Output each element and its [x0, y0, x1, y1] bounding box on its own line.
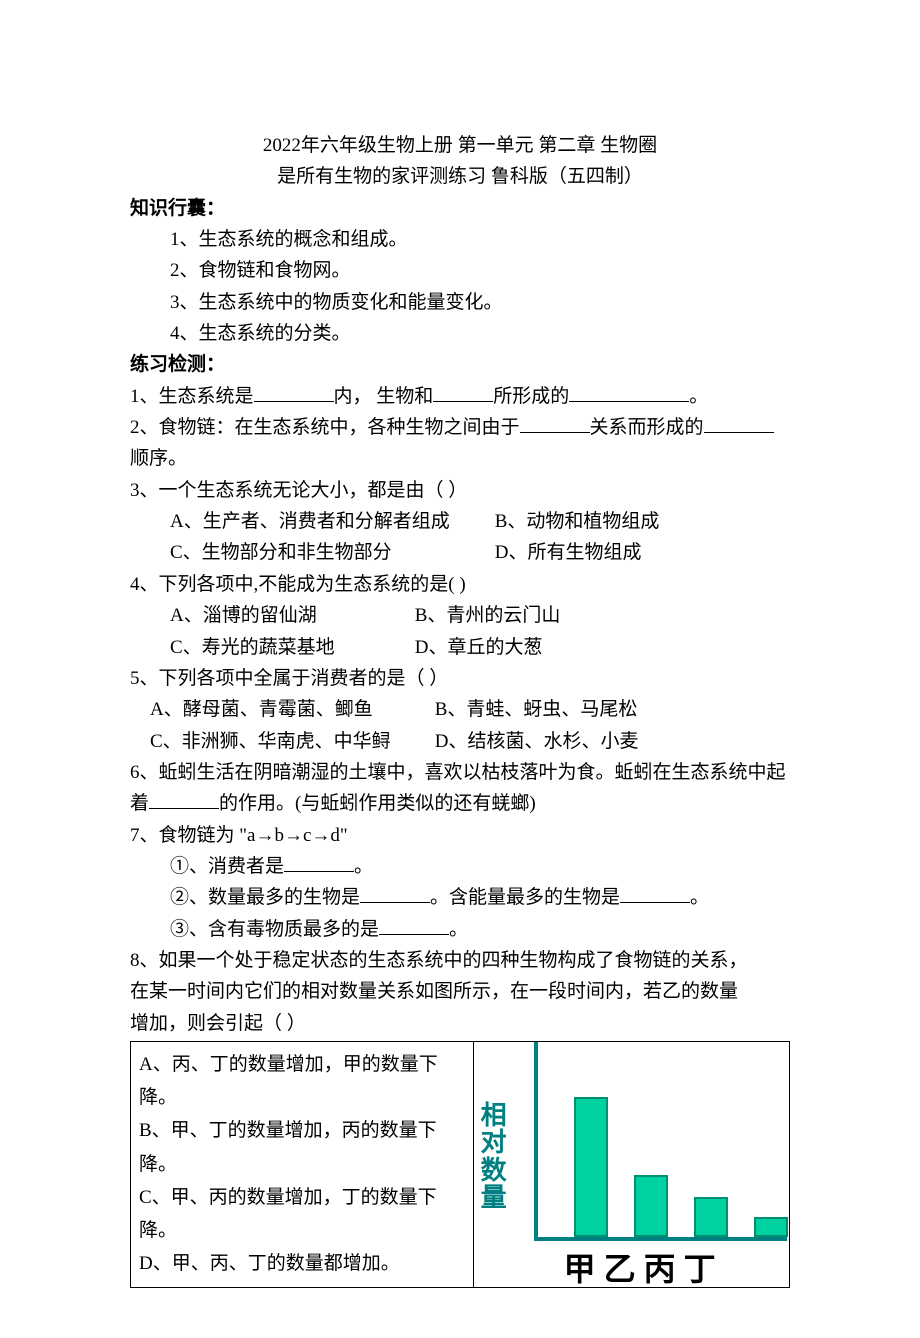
question-1: 1、生态系统是 内， 生物和 所形成的 。	[130, 381, 790, 412]
q1-text-d: 。	[689, 386, 708, 407]
question-2: 2、食物链：在生态系统中，各种生物之间由于 关系而形成的	[130, 412, 790, 443]
q8-option-b: B、甲、丁的数量增加，丙的数量下降。	[139, 1114, 465, 1181]
q8-option-d: D、甲、丙、丁的数量都增加。	[139, 1247, 465, 1280]
question-3-options-row2: C、生物部分和非生物部分 D、所有生物组成	[130, 537, 790, 568]
question-4-options-row1: A、淄博的留仙湖 B、青州的云门山	[130, 600, 790, 631]
section-practice-heading: 练习检测：	[130, 349, 790, 380]
chart-bar-ding	[754, 1217, 788, 1237]
question-3: 3、一个生态系统无论大小，都是由（ ）	[130, 475, 790, 506]
q3-option-d: D、所有生物组成	[495, 542, 642, 563]
knowledge-item-2: 2、食物链和食物网。	[130, 255, 790, 286]
question-2-cont: 顺序。	[130, 443, 790, 474]
question-6: 6、蚯蚓生活在阴暗潮湿的土壤中，喜欢以枯枝落叶为食。蚯蚓在生态系统中起着的作用。…	[130, 757, 790, 820]
chart-y-axis	[534, 1042, 538, 1241]
title-line-2: 是所有生物的家评测练习 鲁科版（五四制）	[130, 161, 790, 192]
q7-2-blank-1[interactable]	[360, 883, 430, 903]
q5-option-c: C、非洲狮、华南虎、中华鲟	[150, 726, 430, 757]
q3-option-c: C、生物部分和非生物部分	[170, 537, 490, 568]
q7-2-blank-2[interactable]	[620, 883, 690, 903]
q7-2-text-c: 。	[690, 887, 709, 908]
knowledge-item-4: 4、生态系统的分类。	[130, 318, 790, 349]
q3-option-b: B、动物和植物组成	[495, 511, 660, 532]
q5-option-b: B、青蛙、蚜虫、马尾松	[435, 699, 638, 720]
q7-1-text-b: 。	[354, 856, 373, 877]
q5-option-d: D、结核菌、水杉、小麦	[435, 731, 639, 752]
q1-text-b: 内， 生物和	[334, 386, 434, 407]
question-7-sub1: ①、消费者是 。	[130, 851, 790, 882]
title-line-1: 2022年六年级生物上册 第一单元 第二章 生物圈	[130, 130, 790, 161]
q7-3-text-a: ③、含有毒物质最多的是	[170, 919, 379, 940]
q4-option-d: D、章丘的大葱	[415, 637, 543, 658]
chart-x-axis	[534, 1237, 787, 1241]
chart-area	[534, 1042, 781, 1241]
question-8-line2: 在某一时间内它们的相对数量关系如图所示，在一段时间内，若乙的数量	[130, 976, 790, 1007]
q7-2-text-b: 。含能量最多的生物是	[430, 887, 620, 908]
question-7-sub2: ②、数量最多的生物是 。含能量最多的生物是 。	[130, 882, 790, 913]
q2-text-b: 关系而形成的	[590, 417, 704, 438]
q7-3-blank[interactable]	[379, 915, 449, 935]
q8-option-a: A、丙、丁的数量增加，甲的数量下降。	[139, 1048, 465, 1115]
knowledge-item-1: 1、生态系统的概念和组成。	[130, 224, 790, 255]
q8-chart-cell: 相对数量 甲乙丙丁	[473, 1041, 789, 1287]
q1-text-a: 1、生态系统是	[130, 386, 254, 407]
question-7-sub3: ③、含有毒物质最多的是 。	[130, 914, 790, 945]
chart-bar-yi	[634, 1175, 668, 1237]
section-knowledge-heading: 知识行囊：	[130, 193, 790, 224]
question-7: 7、食物链为 "a→b→c→d"	[130, 820, 790, 851]
q6-text-b: 的作用。(与蚯蚓作用类似的还有蜣螂)	[219, 793, 536, 814]
question-4-options-row2: C、寿光的蔬菜基地 D、章丘的大葱	[130, 632, 790, 663]
question-5: 5、下列各项中全属于消费者的是（ ）	[130, 663, 790, 694]
page: 2022年六年级生物上册 第一单元 第二章 生物圈 是所有生物的家评测练习 鲁科…	[0, 0, 920, 1338]
q5-option-a: A、酵母菌、青霉菌、鲫鱼	[150, 694, 430, 725]
chart-ylabel: 相对数量	[480, 1102, 508, 1211]
q1-text-c: 所形成的	[493, 386, 569, 407]
q7-2-text-a: ②、数量最多的生物是	[170, 887, 360, 908]
q1-blank-2[interactable]	[433, 382, 493, 402]
q4-option-c: C、寿光的蔬菜基地	[170, 632, 410, 663]
question-4: 4、下列各项中,不能成为生态系统的是( )	[130, 569, 790, 600]
question-8-line3: 增加，则会引起（ ）	[130, 1008, 790, 1039]
q7-1-blank[interactable]	[284, 852, 354, 872]
q1-blank-1[interactable]	[254, 382, 334, 402]
q8-options-cell: A、丙、丁的数量增加，甲的数量下降。 B、甲、丁的数量增加，丙的数量下降。 C、…	[131, 1041, 474, 1287]
chart-bar-jia	[574, 1097, 608, 1237]
q2-blank-1[interactable]	[520, 413, 590, 433]
question-8-line1: 8、如果一个处于稳定状态的生态系统中的四种生物构成了食物链的关系，	[130, 945, 790, 976]
q8-option-c: C、甲、丙的数量增加，丁的数量下降。	[139, 1181, 465, 1248]
q7-1-text-a: ①、消费者是	[170, 856, 284, 877]
question-5-options-row1: A、酵母菌、青霉菌、鲫鱼 B、青蛙、蚜虫、马尾松	[130, 694, 790, 725]
q4-option-b: B、青州的云门山	[415, 605, 561, 626]
q3-option-a: A、生产者、消费者和分解者组成	[170, 506, 490, 537]
q2-text-a: 2、食物链：在生态系统中，各种生物之间由于	[130, 417, 520, 438]
chart-bar-bing	[694, 1197, 728, 1237]
q7-3-text-b: 。	[449, 919, 468, 940]
question-5-options-row2: C、非洲狮、华南虎、中华鲟 D、结核菌、水杉、小麦	[130, 726, 790, 757]
q2-blank-2[interactable]	[704, 413, 774, 433]
question-3-options-row1: A、生产者、消费者和分解者组成 B、动物和植物组成	[130, 506, 790, 537]
bar-chart: 相对数量 甲乙丙丁	[474, 1042, 789, 1287]
q6-blank[interactable]	[149, 789, 219, 809]
knowledge-item-3: 3、生态系统中的物质变化和能量变化。	[130, 287, 790, 318]
q4-option-a: A、淄博的留仙湖	[170, 600, 410, 631]
q1-blank-3[interactable]	[569, 382, 689, 402]
chart-xlabels: 甲乙丙丁	[534, 1243, 781, 1287]
question-8-table: A、丙、丁的数量增加，甲的数量下降。 B、甲、丁的数量增加，丙的数量下降。 C、…	[130, 1041, 790, 1288]
